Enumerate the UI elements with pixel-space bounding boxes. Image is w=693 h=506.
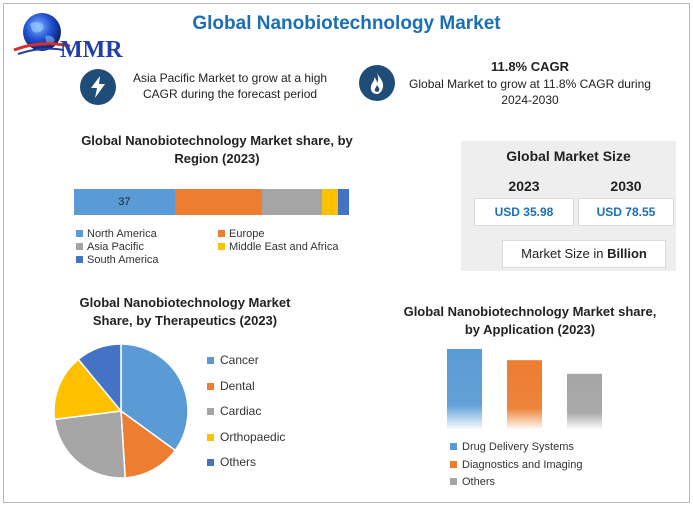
legend-label: Europe (229, 228, 265, 240)
region-legend-asia-pacific: Asia Pacific (76, 241, 144, 253)
legend-swatch (76, 256, 83, 263)
region-stacked-bar: 37 (74, 189, 349, 215)
flame-icon (359, 65, 395, 101)
legend-swatch (207, 408, 214, 415)
legend-label: Cancer (220, 353, 259, 367)
market-size-title: Global Market Size (506, 148, 631, 164)
region-bar-segment-europe (174, 189, 262, 215)
highlight-global-cagr: Global Market to grow at 11.8% CAGR duri… (409, 77, 651, 107)
pie-slice-orthopaedic (53, 358, 123, 421)
pie-legend-cardiac: Cardiac (207, 404, 261, 418)
region-bar-data-label: 37 (118, 196, 131, 208)
unit-bold: Billion (607, 246, 647, 261)
unit-prefix: Market Size in (521, 246, 608, 261)
page-title: Global Nanobiotechnology Market (192, 13, 501, 34)
legend-label: Others (220, 455, 257, 469)
app-bar-others (567, 373, 602, 429)
application-bar-chart (447, 349, 602, 429)
region-legend-south-america: South America (76, 254, 159, 266)
legend-swatch (218, 230, 225, 237)
legend-label: Middle East and Africa (229, 241, 339, 253)
legend-label: Diagnostics and Imaging (462, 458, 583, 471)
app-legend-drug-delivery-systems: Drug Delivery Systems (450, 441, 574, 453)
pie-legend-orthopaedic: Orthopaedic (207, 430, 285, 444)
legend-label: Orthopaedic (220, 429, 286, 444)
infographic-frame (3, 3, 690, 503)
legend-label: South America (87, 254, 159, 266)
region-bar-segment-middle-east-and-africa (321, 189, 339, 215)
legend-label: Cardiac (220, 404, 262, 418)
legend-label: Drug Delivery Systems (462, 441, 574, 453)
legend-swatch (207, 459, 214, 466)
pie-slice-others (77, 343, 122, 414)
legend-swatch (76, 230, 83, 237)
therapeutics-chart-title: Global Nanobiotechnology Market Share, b… (79, 295, 291, 328)
highlight-asia-pacific: Asia Pacific Market to grow at a high CA… (132, 71, 328, 101)
legend-label: North America (87, 228, 157, 240)
pie-legend-dental: Dental (207, 379, 255, 393)
lightning-icon (80, 69, 116, 105)
legend-swatch (207, 357, 214, 364)
year-2030: 2030 (610, 178, 642, 194)
region-legend-europe: Europe (218, 228, 264, 240)
app-legend-others: Others (450, 476, 495, 488)
legend-swatch (450, 478, 457, 485)
cagr-headline: 11.8% CAGR (490, 59, 570, 74)
logo-text: MMR (60, 37, 123, 63)
region-bar-segment-north-america: 37 (74, 189, 175, 215)
app-legend-diagnostics-and-imaging: Diagnostics and Imaging (450, 459, 582, 471)
market-size-unit: Market Size in Billion (502, 240, 666, 268)
legend-swatch (76, 243, 83, 250)
legend-swatch (450, 443, 457, 450)
legend-label: Others (462, 476, 496, 488)
pie-legend-cancer: Cancer (207, 353, 259, 367)
app-bar-drug-delivery-systems (447, 349, 482, 429)
mmr-logo: MMR (12, 10, 142, 63)
pie-slice-dental (120, 409, 177, 479)
legend-label: Asia Pacific (87, 241, 144, 253)
region-chart-title: Global Nanobiotechnology Market share, b… (81, 133, 353, 166)
value-2023: USD 35.98 (474, 198, 574, 226)
pie-slice-cardiac (53, 410, 127, 479)
legend-swatch (207, 433, 214, 441)
globe-icon (13, 13, 71, 55)
legend-swatch (450, 460, 457, 468)
year-2023: 2023 (508, 178, 540, 194)
region-bar-segment-asia-pacific (261, 189, 322, 215)
region-legend-north-america: North America (76, 228, 157, 240)
value-2030: USD 78.55 (578, 198, 674, 226)
legend-swatch (207, 382, 214, 390)
application-chart-title: Global Nanobiotechnology Market share, b… (403, 304, 657, 337)
region-bar-segment-south-america (338, 189, 349, 215)
pie-slice-cancer (120, 343, 189, 452)
app-bar-diagnostics-and-imaging (507, 360, 542, 429)
region-legend-middle-east-and-africa: Middle East and Africa (218, 241, 338, 253)
therapeutics-pie-chart (53, 343, 189, 479)
legend-label: Dental (220, 378, 255, 393)
pie-legend-others: Others (207, 455, 256, 469)
legend-swatch (218, 243, 225, 250)
